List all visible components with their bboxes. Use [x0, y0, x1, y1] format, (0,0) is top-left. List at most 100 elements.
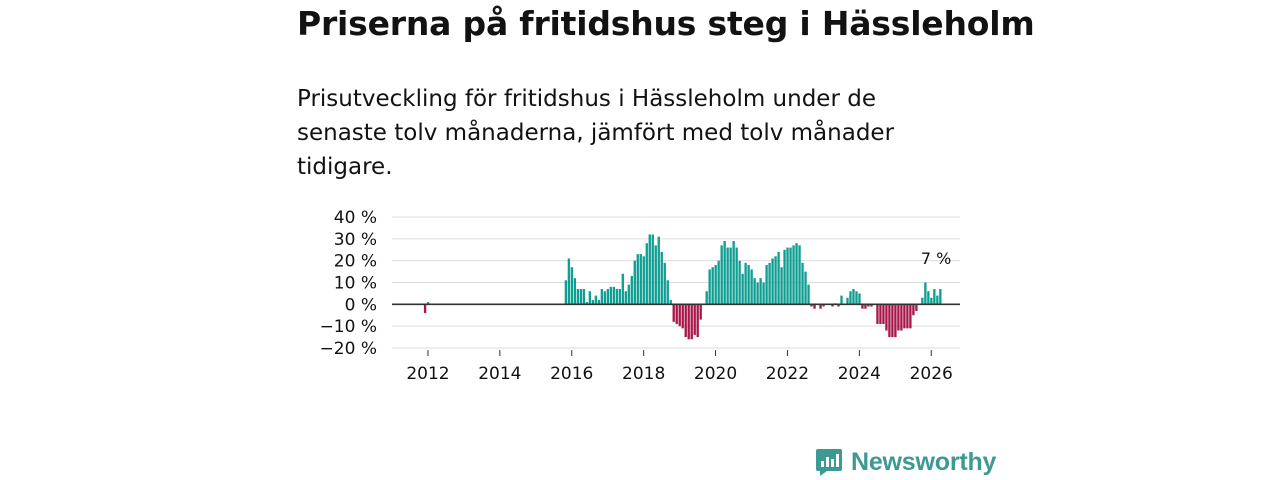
bar: [567, 258, 571, 305]
chart-title: Priserna på fritidshus steg i Hässleholm: [297, 4, 1035, 43]
bar: [924, 282, 927, 305]
bar: [933, 289, 936, 305]
bar: [627, 284, 630, 305]
bar: [786, 247, 789, 305]
bar: [717, 260, 720, 305]
bar: [870, 304, 873, 307]
bar: [630, 275, 633, 305]
bar: [936, 295, 939, 305]
x-tick-label: 2024: [838, 364, 881, 384]
bar: [888, 304, 891, 338]
newsworthy-logo-icon: [816, 449, 842, 476]
bar: [837, 304, 840, 307]
bar: [609, 286, 612, 305]
bar: [729, 247, 732, 305]
bar: [564, 280, 568, 305]
bar: [759, 278, 762, 305]
bar: [666, 280, 669, 305]
bar: [855, 291, 858, 305]
y-axis-ticks: 40 %30 %20 %10 %0 %−10 %−20 %: [320, 208, 377, 359]
newsworthy-logo: Newsworthy: [815, 446, 996, 478]
y-tick-label: 30 %: [334, 230, 377, 250]
x-tick-label: 2014: [478, 364, 521, 384]
bar: [672, 304, 675, 322]
bar: [900, 304, 903, 331]
bar: [645, 243, 648, 305]
bar: [699, 304, 702, 320]
bar: [789, 247, 792, 305]
bar: [423, 304, 427, 314]
x-tick-label: 2026: [910, 364, 953, 384]
bar: [597, 299, 600, 305]
bar: [585, 302, 589, 305]
x-tick-label: 2012: [406, 364, 449, 384]
bar: [660, 251, 663, 305]
gridlines: [392, 216, 960, 349]
bar: [633, 260, 636, 305]
bar: [591, 299, 595, 305]
bar: [678, 304, 681, 327]
bar: [594, 295, 597, 305]
bar: [906, 304, 909, 329]
y-tick-label: −10 %: [320, 317, 377, 337]
bar: [756, 282, 759, 305]
bar: [771, 258, 774, 305]
x-tick-label: 2018: [622, 364, 665, 384]
bar: [654, 245, 657, 305]
bar: [732, 241, 735, 305]
bar: [708, 269, 711, 305]
bar: [864, 304, 867, 309]
bar: [885, 304, 888, 331]
bar: [777, 251, 780, 305]
y-tick-label: 0 %: [345, 295, 377, 315]
bar: [846, 297, 849, 305]
bar: [897, 304, 900, 331]
bar: [648, 234, 651, 305]
bar: [894, 304, 897, 338]
bar: [588, 291, 592, 305]
bar: [783, 249, 786, 305]
chart-subtitle: Prisutveckling för fritidshus i Hässleho…: [297, 86, 895, 180]
bar: [750, 269, 753, 305]
bar: [915, 304, 918, 311]
bar: [912, 304, 915, 316]
bar: [813, 304, 816, 309]
bar: [720, 245, 723, 305]
bar: [612, 286, 615, 305]
bar: [891, 304, 894, 338]
bar: [573, 278, 577, 305]
bar: [624, 291, 627, 305]
y-tick-label: 10 %: [334, 274, 377, 294]
bar: [930, 297, 933, 305]
bar: [921, 297, 924, 305]
bar: [657, 236, 660, 305]
bar: [669, 299, 672, 305]
bar: [840, 295, 843, 305]
bar: [696, 304, 699, 338]
bars: [423, 234, 942, 340]
x-tick-label: 2022: [766, 364, 809, 384]
y-tick-label: −20 %: [320, 339, 377, 359]
bar: [684, 304, 687, 338]
bar: [579, 289, 583, 305]
bar: [804, 271, 807, 305]
bar: [726, 247, 729, 305]
bar: [606, 289, 609, 305]
bar: [807, 284, 810, 305]
bar: [723, 241, 726, 305]
x-tick-label: 2016: [550, 364, 593, 384]
y-tick-label: 40 %: [334, 208, 377, 228]
bar: [876, 304, 879, 324]
y-tick-label: 20 %: [334, 252, 377, 272]
bar: [741, 273, 744, 305]
bar: [636, 254, 639, 305]
bar: [651, 234, 654, 305]
bar: [639, 254, 642, 305]
bar: [690, 304, 693, 340]
latest-value-annotation: 7 %: [921, 249, 951, 268]
bar: [768, 262, 771, 305]
bar: [582, 289, 586, 305]
bar: [738, 260, 741, 305]
bar: [753, 278, 756, 305]
